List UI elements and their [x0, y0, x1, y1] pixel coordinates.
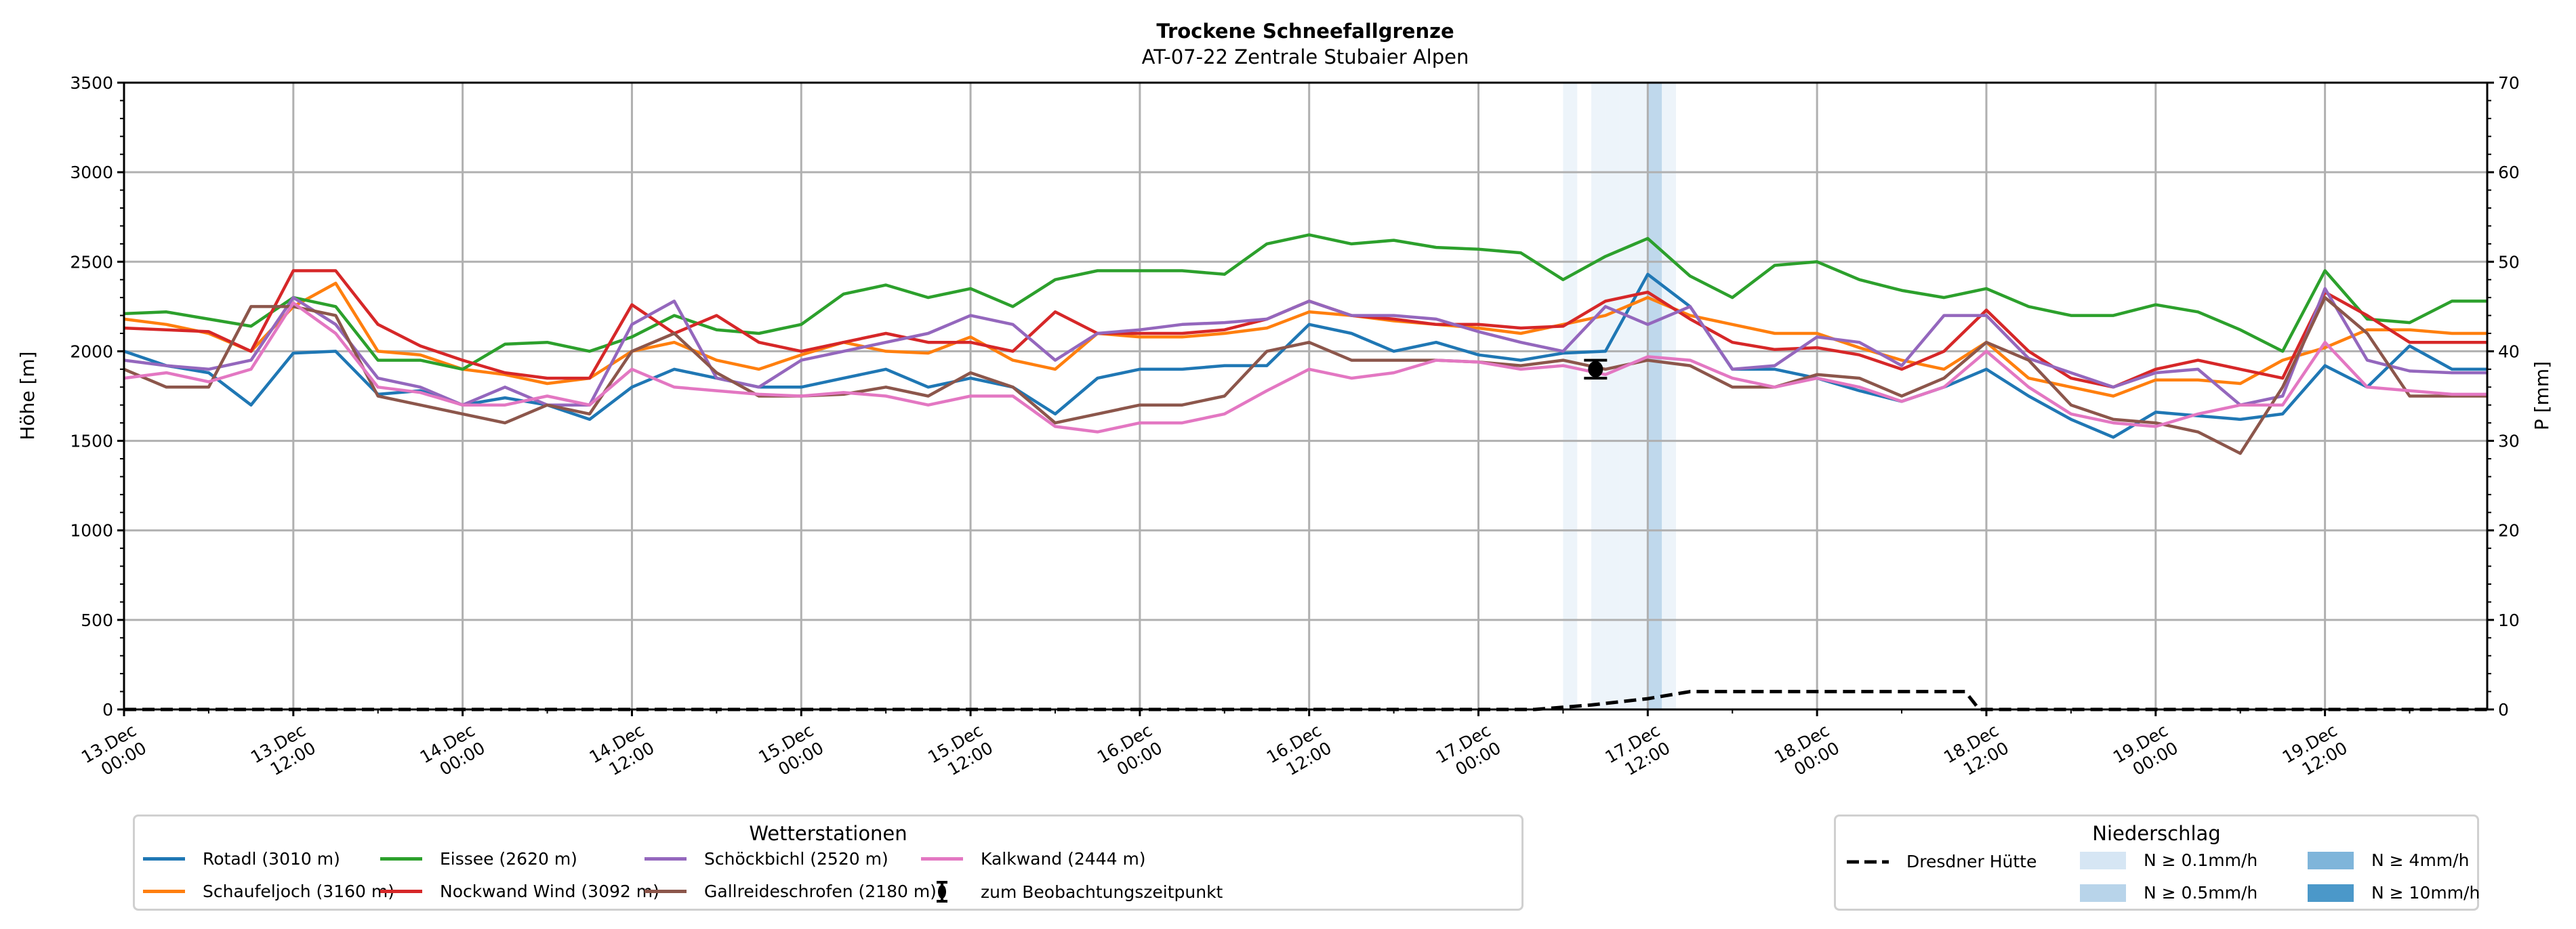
- legend-label: Rotadl (3010 m): [203, 849, 340, 869]
- precip-band: [1619, 83, 1634, 709]
- legend-item-4: Schöckbichl (2520 m): [645, 849, 888, 869]
- y2-tick-label: 0: [2498, 700, 2509, 720]
- legend-item-1: Schaufeljoch (3160 m): [143, 882, 394, 901]
- legend-label: zum Beobachtungszeitpunkt: [981, 882, 1223, 902]
- legend-swatch: [645, 857, 687, 861]
- y-tick-label: 500: [81, 611, 113, 630]
- y2-tick-label: 70: [2498, 73, 2520, 93]
- precip-band: [1591, 83, 1606, 709]
- legend-item-0: Rotadl (3010 m): [143, 849, 340, 869]
- legend-item-precip-0: N ≥ 0.1mm/h: [2080, 850, 2257, 870]
- series-line-1: [123, 281, 2487, 398]
- dashed-line-icon: [1847, 860, 1889, 863]
- legend-label: Gallreideschrofen (2180 m): [704, 882, 937, 901]
- y-axis-label: Höhe [m]: [16, 351, 39, 440]
- y-tick-label: 1500: [70, 432, 113, 451]
- legend-swatch: [921, 857, 963, 861]
- chart-subtitle: AT-07-22 Zentrale Stubaier Alpen: [1142, 45, 1469, 68]
- legend-item-precip-3: N ≥ 10mm/h: [2308, 883, 2480, 903]
- y-tick-label: 2500: [70, 252, 113, 272]
- precip-legend: Niederschlag Dresdner Hütte N ≥ 0.1mm/h N…: [1834, 814, 2480, 911]
- chart-title: Trockene Schneefallgrenze: [1156, 20, 1454, 43]
- legend-label: Schaufeljoch (3160 m): [203, 882, 394, 901]
- legend-swatch: [2080, 884, 2126, 902]
- legend-label: Dresdner Hütte: [1906, 852, 2037, 871]
- precip-band: [1633, 83, 1648, 709]
- legend-item-2: Eissee (2620 m): [380, 849, 577, 869]
- y2-tick-label: 30: [2498, 432, 2520, 451]
- precip-band: [1648, 83, 1662, 709]
- legend-label: Eissee (2620 m): [440, 849, 577, 869]
- legend-label: Nockwand Wind (3092 m): [440, 882, 659, 901]
- y2-tick-label: 20: [2498, 521, 2520, 541]
- y-tick-label: 3000: [70, 163, 113, 182]
- legend-swatch: [380, 890, 422, 893]
- observation-point: [1588, 360, 1603, 377]
- y-tick-label: 2000: [70, 342, 113, 361]
- series-line-6: [123, 301, 2487, 434]
- legend-swatch: [143, 890, 185, 893]
- series-line-4: [123, 287, 2487, 407]
- stations-legend-title: Wetterstationen: [749, 822, 907, 845]
- series-line-0: [123, 272, 2487, 439]
- stations-legend: Wetterstationen Rotadl (3010 m) Schaufelj…: [133, 814, 1524, 911]
- y2-tick-label: 60: [2498, 163, 2520, 182]
- legend-swatch: [143, 857, 185, 861]
- y-tick-label: 1000: [70, 521, 113, 541]
- legend-item-dresdner-huette: Dresdner Hütte: [1847, 852, 2037, 871]
- y2-tick-label: 40: [2498, 342, 2520, 361]
- legend-swatch: [2080, 851, 2126, 869]
- legend-swatch: [380, 857, 422, 861]
- legend-item-precip-1: N ≥ 0.5mm/h: [2080, 883, 2257, 903]
- legend-label: N ≥ 0.1mm/h: [2144, 850, 2258, 870]
- legend-item-5: Gallreideschrofen (2180 m): [645, 882, 937, 901]
- legend-item-3: Nockwand Wind (3092 m): [380, 882, 659, 901]
- legend-item-observation: zum Beobachtungszeitpunkt: [921, 880, 1223, 903]
- y-tick-label: 3500: [70, 73, 113, 93]
- legend-swatch: [2308, 884, 2354, 902]
- legend-label: N ≥ 10mm/h: [2371, 883, 2480, 903]
- legend-label: Kalkwand (2444 m): [981, 849, 1146, 869]
- plot-frame: [123, 81, 2489, 711]
- precip-band: [1563, 83, 1578, 709]
- legend-item-precip-2: N ≥ 4mm/h: [2308, 850, 2469, 870]
- series-line-2: [123, 233, 2487, 371]
- y-tick-label: 0: [102, 700, 113, 720]
- precip-band: [1662, 83, 1676, 709]
- series-line-5: [123, 295, 2487, 455]
- y2-tick-label: 50: [2498, 252, 2520, 272]
- legend-swatch: [645, 890, 687, 893]
- legend-label: N ≥ 0.5mm/h: [2144, 883, 2258, 903]
- y2-tick-label: 10: [2498, 611, 2520, 630]
- precip-band: [1605, 83, 1620, 709]
- legend-label: Schöckbichl (2520 m): [704, 849, 888, 869]
- precip-line: [124, 690, 2487, 711]
- errorbar-icon: [937, 881, 947, 903]
- y2-axis-label: P [mm]: [2531, 361, 2553, 430]
- legend-item-6: Kalkwand (2444 m): [921, 849, 1146, 869]
- legend-label: N ≥ 4mm/h: [2371, 850, 2470, 870]
- legend-swatch: [2308, 851, 2354, 869]
- precip-legend-title: Niederschlag: [2092, 822, 2221, 845]
